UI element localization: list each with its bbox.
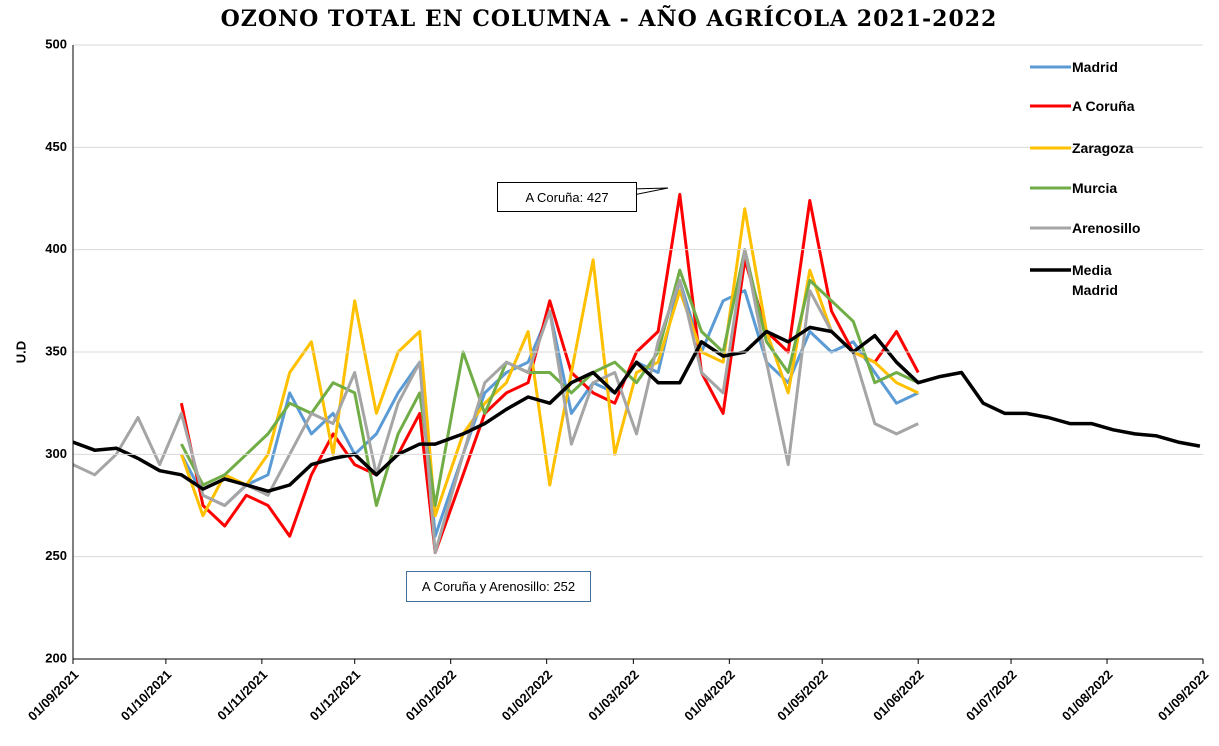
y-tick-label: 450 (45, 139, 67, 154)
y-tick-label: 400 (45, 241, 67, 256)
x-tick-label: 01/12/2021 (307, 667, 364, 724)
y-tick-label: 350 (45, 343, 67, 358)
x-tick-label: 01/09/2021 (25, 667, 82, 724)
series-line (180, 248, 919, 507)
series-line (179, 192, 920, 555)
legend-label: Media Madrid (1072, 262, 1118, 298)
x-tick-label: 01/10/2021 (118, 667, 175, 724)
x-tick-label: 01/02/2022 (499, 667, 556, 724)
x-tick-label: 01/04/2022 (681, 667, 738, 724)
plot-area (72, 192, 1201, 555)
legend-label: A Coruña (1072, 98, 1135, 114)
x-tick-label: 01/11/2021 (214, 667, 270, 723)
series-line (179, 207, 919, 518)
legend-label: Murcia (1072, 180, 1118, 196)
y-axis-label: U.D (13, 341, 28, 363)
y-tick-label: 250 (45, 548, 67, 563)
x-tick-label: 01/06/2022 (870, 667, 927, 724)
y-tick-label: 200 (45, 650, 67, 665)
x-tick-label: 01/01/2022 (403, 667, 460, 724)
legend-label: Madrid (1072, 59, 1118, 75)
x-tick-label: 01/05/2022 (774, 667, 831, 724)
y-tick-label: 500 (45, 36, 67, 51)
series-line (72, 325, 1201, 493)
x-tick-label: 01/08/2022 (1059, 667, 1116, 724)
x-tick-label: 01/03/2022 (585, 667, 642, 724)
chart-title: OZONO TOTAL EN COLUMNA - AÑO AGRÍCOLA 20… (221, 5, 998, 32)
annotation: A Coruña y Arenosillo: 252 (406, 571, 591, 602)
annotation: A Coruña: 427 (497, 182, 637, 212)
legend-label: Zaragoza (1072, 140, 1134, 156)
y-tick-label: 300 (45, 446, 67, 461)
legend-label: Arenosillo (1072, 220, 1141, 236)
x-tick-label: 01/07/2022 (963, 667, 1020, 724)
series-line (72, 248, 919, 555)
x-tick-label: 01/09/2022 (1155, 667, 1212, 724)
